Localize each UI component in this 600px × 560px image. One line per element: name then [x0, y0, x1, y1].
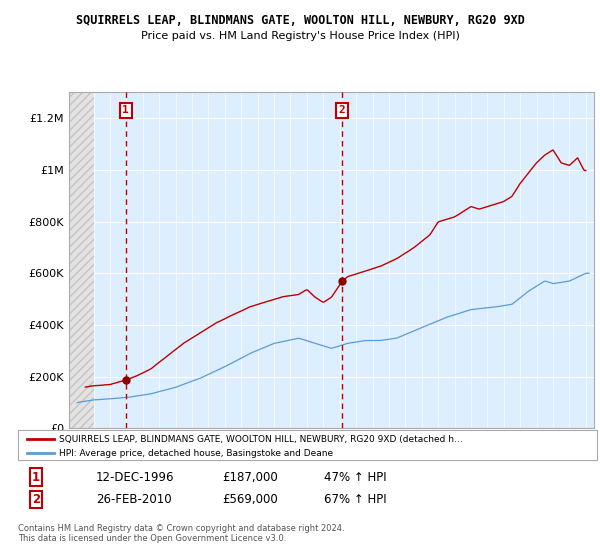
Text: SQUIRRELS LEAP, BLINDMANS GATE, WOOLTON HILL, NEWBURY, RG20 9XD: SQUIRRELS LEAP, BLINDMANS GATE, WOOLTON …: [76, 14, 524, 27]
Text: 2: 2: [32, 493, 40, 506]
Bar: [69, 92, 94, 428]
Text: HPI: Average price, detached house, Basingstoke and Deane: HPI: Average price, detached house, Basi…: [59, 449, 333, 458]
Text: 26-FEB-2010: 26-FEB-2010: [96, 493, 172, 506]
Text: Price paid vs. HM Land Registry's House Price Index (HPI): Price paid vs. HM Land Registry's House …: [140, 31, 460, 41]
Bar: [69, 92, 94, 428]
Text: £569,000: £569,000: [222, 493, 278, 506]
Text: 12-DEC-1996: 12-DEC-1996: [96, 470, 175, 484]
Text: 47% ↑ HPI: 47% ↑ HPI: [324, 470, 386, 484]
Text: 1: 1: [122, 105, 129, 115]
Text: 1: 1: [32, 470, 40, 484]
Text: £187,000: £187,000: [222, 470, 278, 484]
Text: 2: 2: [338, 105, 345, 115]
Text: SQUIRRELS LEAP, BLINDMANS GATE, WOOLTON HILL, NEWBURY, RG20 9XD (detached h…: SQUIRRELS LEAP, BLINDMANS GATE, WOOLTON …: [59, 435, 463, 444]
Text: Contains HM Land Registry data © Crown copyright and database right 2024.
This d: Contains HM Land Registry data © Crown c…: [18, 524, 344, 543]
Text: 67% ↑ HPI: 67% ↑ HPI: [324, 493, 386, 506]
